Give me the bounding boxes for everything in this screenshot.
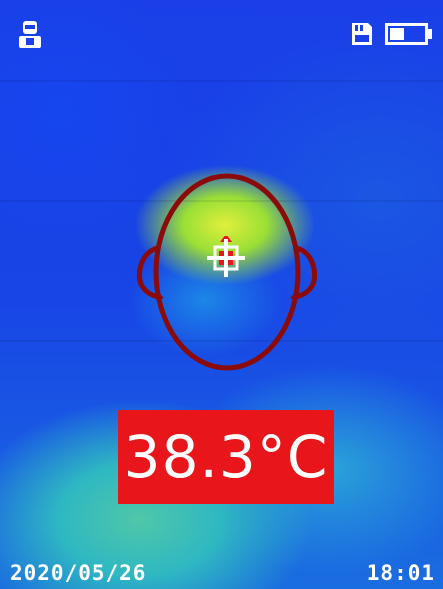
sd-card-icon bbox=[352, 23, 372, 45]
scanline bbox=[0, 200, 443, 202]
person-mask-icon bbox=[19, 21, 41, 48]
crosshair-icon bbox=[207, 236, 245, 277]
scanline bbox=[0, 340, 443, 342]
temperature-value: 38.3°C bbox=[123, 423, 329, 491]
time-label: 18:01 bbox=[366, 561, 435, 585]
date-label: 2020/05/26 bbox=[10, 561, 147, 585]
head-outline-icon bbox=[136, 173, 318, 371]
temperature-readout: 38.3°C bbox=[118, 410, 334, 504]
battery-icon bbox=[385, 23, 432, 45]
scanline bbox=[0, 80, 443, 82]
